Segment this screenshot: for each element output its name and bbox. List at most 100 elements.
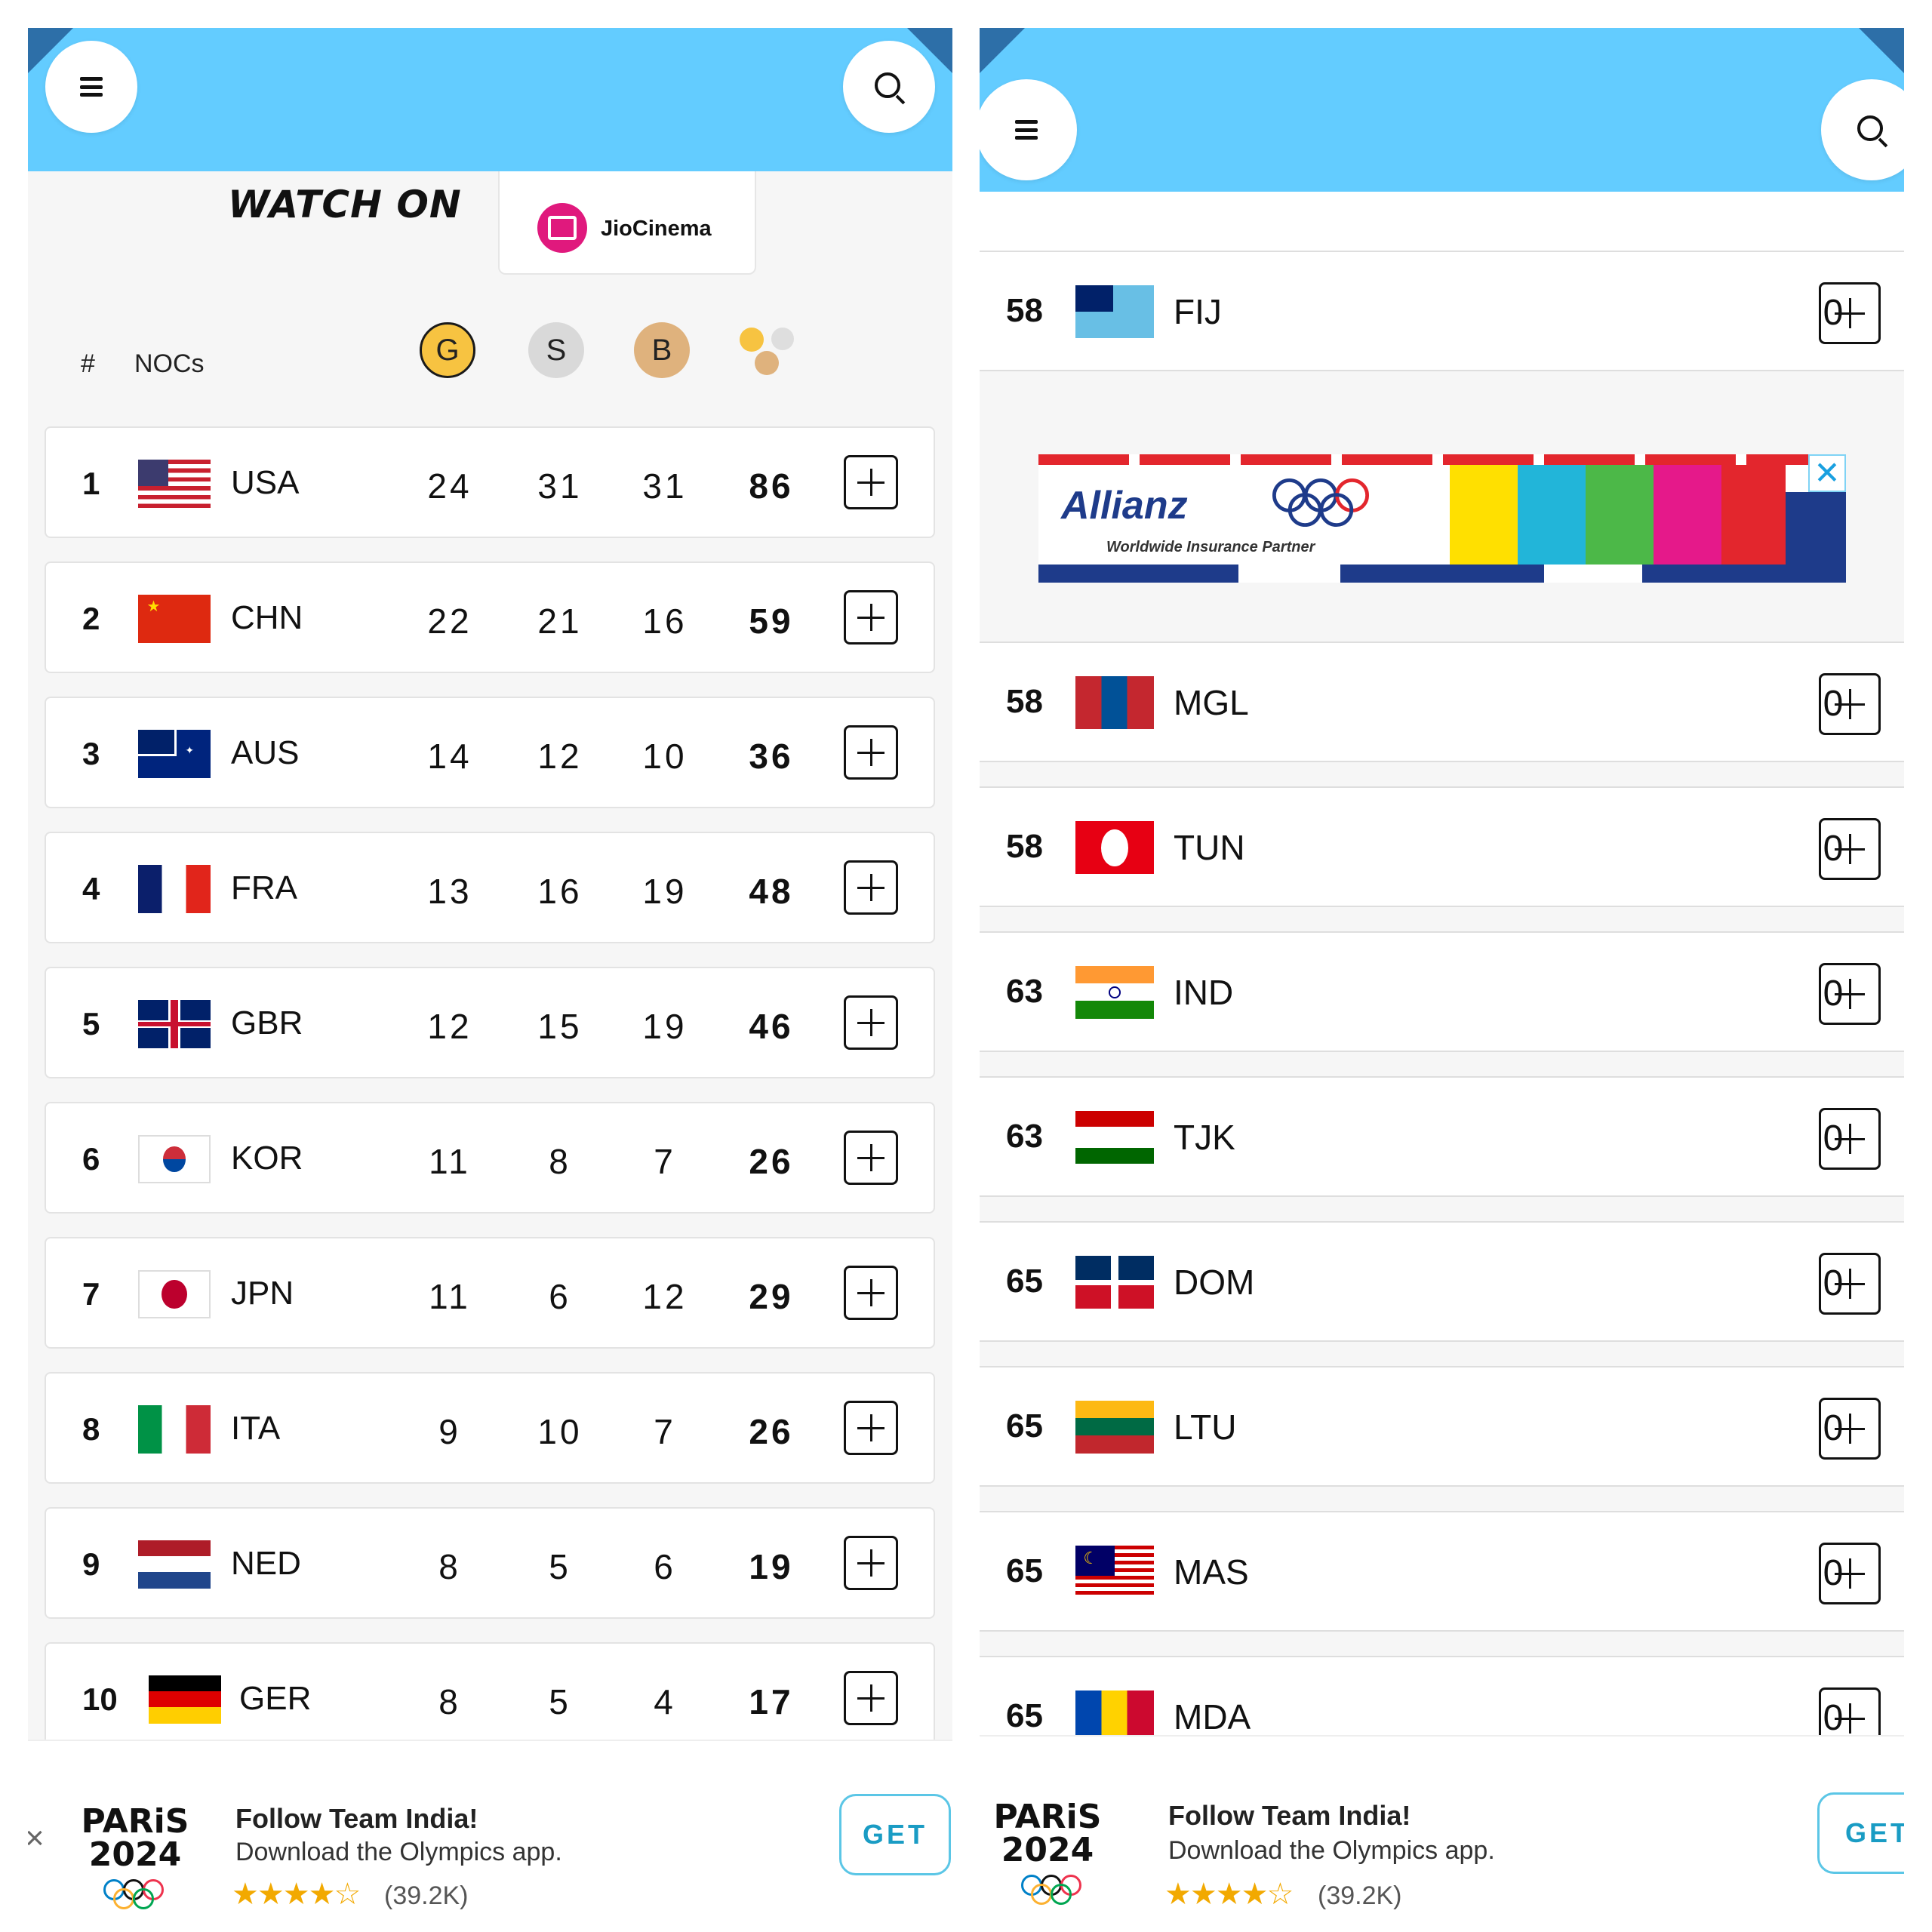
expand-row-button[interactable] <box>844 1131 898 1185</box>
gold-header[interactable]: G <box>420 322 475 378</box>
noc-code: GBR <box>231 1004 303 1041</box>
noc-code: MAS <box>1174 1552 1249 1592</box>
noc-code: KOR <box>231 1140 303 1177</box>
gold-count: 22 <box>427 601 472 641</box>
expand-row-button[interactable] <box>1819 1253 1881 1315</box>
expand-row-button[interactable] <box>1819 963 1881 1025</box>
table-row[interactable]: 10 GER 8 5 4 17 <box>45 1642 935 1754</box>
table-row[interactable]: 65☾MAS0022 <box>980 1511 1904 1632</box>
expand-row-button[interactable] <box>844 1671 898 1725</box>
total-count: 48 <box>749 872 794 911</box>
rating-stars: ★★★★☆ <box>232 1878 361 1911</box>
expand-row-button[interactable] <box>1819 818 1881 880</box>
rank: 6 <box>82 1141 100 1177</box>
search-button[interactable] <box>1821 79 1904 180</box>
silver-count: 8 <box>549 1142 571 1181</box>
close-ad-button[interactable]: ✕ <box>1808 454 1846 492</box>
table-row[interactable]: 1 USA 24 31 31 86 <box>45 426 935 538</box>
rating-count: (39.2K) <box>384 1881 469 1910</box>
table-row[interactable]: 2 ★ CHN 22 21 16 59 <box>45 561 935 673</box>
hamburger-icon <box>80 77 103 97</box>
expand-row-button[interactable] <box>1819 1398 1881 1460</box>
expand-row-button[interactable] <box>1819 673 1881 735</box>
table-row[interactable]: 65LTU0022 <box>980 1366 1904 1487</box>
flag-kor-icon <box>138 1135 211 1183</box>
expand-row-button[interactable] <box>1819 1543 1881 1604</box>
rank: 2 <box>82 601 100 636</box>
noc-code: TUN <box>1174 828 1245 867</box>
table-row[interactable]: 8 ITA 9 10 7 26 <box>45 1372 935 1484</box>
get-app-button[interactable]: GET <box>1817 1792 1904 1874</box>
expand-row-button[interactable] <box>844 1536 898 1590</box>
table-row[interactable]: 63IND0033 <box>980 931 1904 1052</box>
bronze-count: 7 <box>654 1412 676 1451</box>
allianz-ad[interactable]: Allianz Worldwide Insurance Partner ✕ <box>1038 454 1846 583</box>
total-count: 17 <box>749 1682 794 1721</box>
table-row[interactable]: 5 GBR 12 15 19 46 <box>45 967 935 1078</box>
flag-tjk-icon <box>1075 1111 1154 1164</box>
table-row[interactable]: 65DOM0022 <box>980 1221 1904 1342</box>
expand-row-button[interactable] <box>844 1401 898 1455</box>
expand-row-button[interactable] <box>844 590 898 645</box>
gold-count: 11 <box>429 1142 471 1181</box>
flag-mda-icon <box>1075 1690 1154 1743</box>
total-count: 26 <box>749 1412 794 1451</box>
table-row[interactable]: 7 JPN 11 6 12 29 <box>45 1237 935 1349</box>
table-row[interactable]: 4 FRA 13 16 19 48 <box>45 832 935 943</box>
gold-count: 9 <box>438 1412 461 1451</box>
expand-row-button[interactable] <box>844 860 898 915</box>
jiocinema-button[interactable]: JioCinema <box>498 164 756 275</box>
total-count: 59 <box>749 601 794 641</box>
close-banner-button[interactable]: × <box>28 1820 45 1857</box>
noc-code: JPN <box>231 1275 294 1312</box>
rank: 9 <box>82 1546 100 1582</box>
rank: 65 <box>1006 1552 1043 1589</box>
search-button[interactable] <box>843 41 935 133</box>
expand-row-button[interactable] <box>1819 1108 1881 1170</box>
table-row[interactable]: 63TJK0033 <box>980 1076 1904 1197</box>
bronze-count: 16 <box>642 601 688 641</box>
rank: 58 <box>1006 292 1043 329</box>
app-promo-banner: PARiS 2024 Follow Team India! Download t… <box>980 1735 1904 1926</box>
bronze-count: 7 <box>654 1142 676 1181</box>
flag-chn-icon: ★ <box>138 595 211 643</box>
right-screenshot: 58FIJ010158MGL010158TUN010163IND003363TJ… <box>980 28 1904 1926</box>
olympic-rings-icon <box>103 1879 171 1909</box>
table-row[interactable]: 9 NED 8 5 6 19 <box>45 1507 935 1619</box>
silver-header[interactable]: S <box>528 322 584 378</box>
flag-ger-icon <box>149 1675 221 1724</box>
total-count: 29 <box>749 1277 794 1316</box>
flag-tun-icon <box>1075 821 1154 874</box>
silver-count: 21 <box>537 601 583 641</box>
silver-count: 6 <box>549 1277 571 1316</box>
menu-button[interactable] <box>980 79 1077 180</box>
table-row[interactable]: 6 KOR 11 8 7 26 <box>45 1102 935 1214</box>
search-icon <box>875 72 903 101</box>
gold-count: 8 <box>438 1547 461 1586</box>
search-icon <box>1857 115 1886 144</box>
flag-ita-icon <box>138 1405 211 1454</box>
flag-jpn-icon <box>138 1270 211 1318</box>
rank: 7 <box>82 1276 100 1312</box>
get-app-button[interactable]: GET <box>839 1794 951 1875</box>
rank: 65 <box>1006 1407 1043 1444</box>
table-row[interactable]: 3 ✦ AUS 14 12 10 36 <box>45 697 935 808</box>
bronze-header[interactable]: B <box>634 322 690 378</box>
menu-button[interactable] <box>45 41 137 133</box>
table-row[interactable]: 58TUN0101 <box>980 786 1904 907</box>
bronze-count: 19 <box>642 872 688 911</box>
table-row[interactable]: 58FIJ0101 <box>980 251 1904 371</box>
expand-row-button[interactable] <box>844 455 898 509</box>
noc-code: FIJ <box>1174 292 1222 331</box>
table-row[interactable]: 58MGL0101 <box>980 641 1904 762</box>
noc-code: AUS <box>231 734 300 771</box>
expand-row-button[interactable] <box>844 1266 898 1320</box>
bronze-count: 6 <box>654 1547 676 1586</box>
banner-subtitle: Download the Olympics app. <box>1168 1836 1495 1865</box>
expand-row-button[interactable] <box>1819 282 1881 344</box>
paris-logo-line2: 2024 <box>1001 1831 1094 1869</box>
noc-code: CHN <box>231 599 303 636</box>
paris-logo-line2: 2024 <box>88 1835 182 1874</box>
expand-row-button[interactable] <box>844 995 898 1050</box>
expand-row-button[interactable] <box>844 725 898 780</box>
